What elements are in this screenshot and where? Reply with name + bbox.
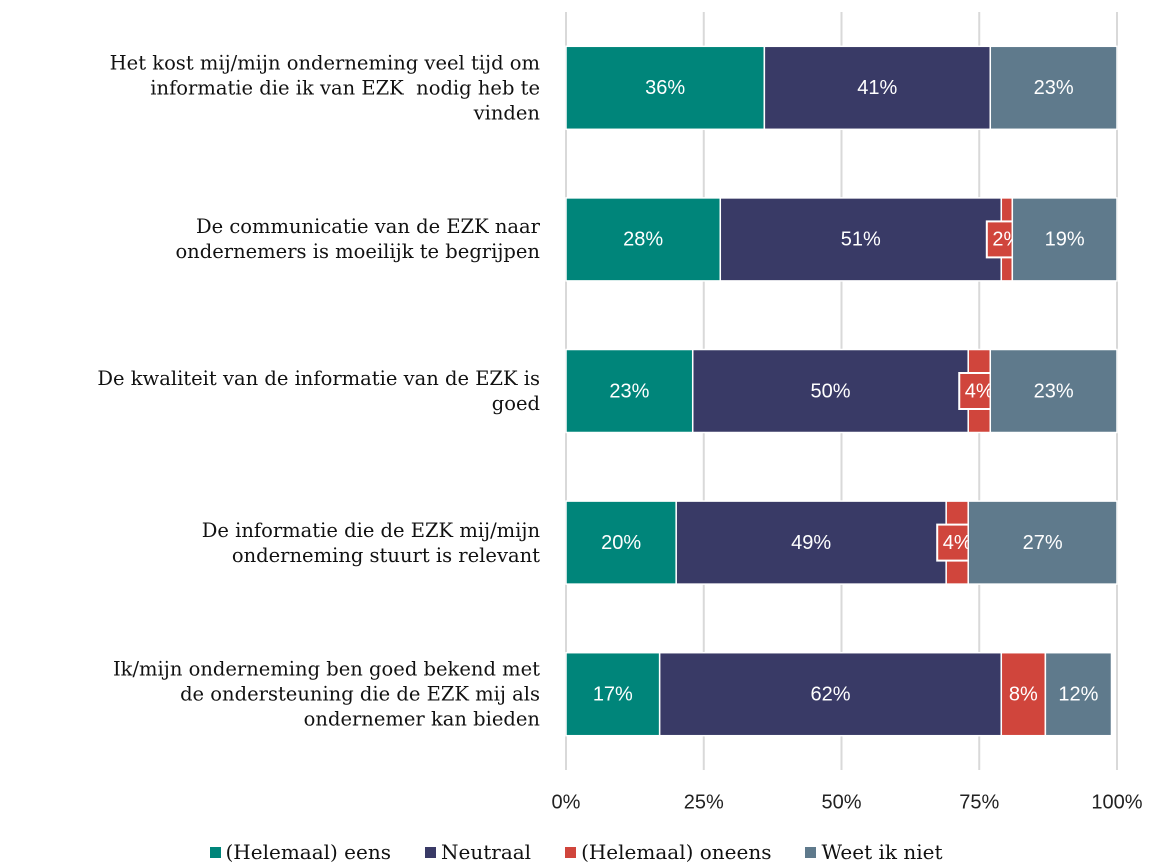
legend-label: Neutraal [441, 840, 532, 864]
category-label: Ik/mijn onderneming ben goed bekend met … [112, 657, 540, 731]
data-label: 41% [857, 77, 897, 99]
legend-swatch [209, 846, 221, 858]
legend-item: Neutraal [425, 840, 531, 864]
data-label: 19% [1045, 229, 1085, 251]
legend-item: Weet ik niet [805, 840, 943, 864]
bar-segment [565, 197, 722, 282]
data-label: 23% [1034, 77, 1074, 99]
data-label: 28% [623, 229, 663, 251]
bar-segment [1044, 651, 1113, 737]
data-label: 50% [810, 380, 850, 402]
bar-segment [989, 348, 1118, 434]
legend-swatch [805, 846, 817, 858]
data-label: 23% [609, 380, 649, 402]
data-label: 20% [601, 532, 641, 554]
category-label: De communicatie van de EZK naar ondernem… [175, 215, 540, 264]
x-tick-label: 75% [959, 791, 999, 813]
data-label: 4% [943, 532, 972, 554]
data-label: 62% [810, 683, 850, 705]
data-label: 36% [645, 77, 685, 99]
data-label: 27% [1023, 532, 1063, 554]
legend-swatch [565, 846, 577, 858]
bar-segment [658, 651, 1003, 737]
data-label: 12% [1058, 683, 1098, 705]
x-tick-label: 25% [684, 791, 724, 813]
data-label: 23% [1034, 380, 1074, 402]
bar-segment [989, 45, 1118, 131]
bar-segment [565, 348, 694, 434]
category-label: De informatie die de EZK mij/mijn ondern… [201, 518, 540, 567]
data-label: 17% [593, 683, 633, 705]
category-label: Het kost mij/mijn onderneming veel tijd … [109, 51, 540, 125]
category-label: De kwaliteit van de informatie van de EZ… [97, 367, 540, 415]
x-tick-label: 50% [821, 791, 861, 813]
bar-segment [565, 651, 661, 737]
bar-segment [967, 500, 1118, 585]
legend-item: (Helemaal) oneens [565, 840, 771, 864]
legend-label: (Helemaal) eens [225, 840, 392, 864]
legend: (Helemaal) eens Neutraal (Helemaal) oneens… [0, 840, 1152, 864]
data-label: 51% [841, 229, 881, 251]
data-label: 4% [965, 380, 994, 402]
bar-segment [691, 348, 969, 434]
x-tick-label: 0% [552, 791, 581, 813]
data-label: 49% [791, 532, 831, 554]
bar-segment [719, 197, 1003, 282]
legend-item: (Helemaal) eens [209, 840, 392, 864]
bar-segment [565, 45, 766, 131]
data-label: 8% [1009, 683, 1038, 705]
bar-segment [1011, 197, 1118, 282]
legend-label: (Helemaal) oneens [581, 840, 772, 864]
bar-segment [763, 45, 992, 131]
bar-segment [675, 500, 947, 585]
legend-label: Weet ik niet [821, 840, 943, 864]
x-tick-label: 100% [1091, 791, 1142, 813]
legend-swatch [425, 846, 436, 858]
